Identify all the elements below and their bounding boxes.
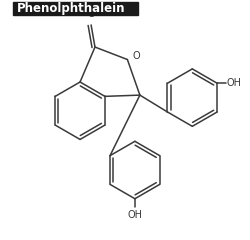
Text: O: O [133,51,140,61]
Bar [13,2,138,15]
Text: OH: OH [128,210,142,220]
Text: O: O [87,9,95,19]
Text: OH: OH [227,78,242,88]
Text: Phenolphthalein: Phenolphthalein [17,2,126,15]
